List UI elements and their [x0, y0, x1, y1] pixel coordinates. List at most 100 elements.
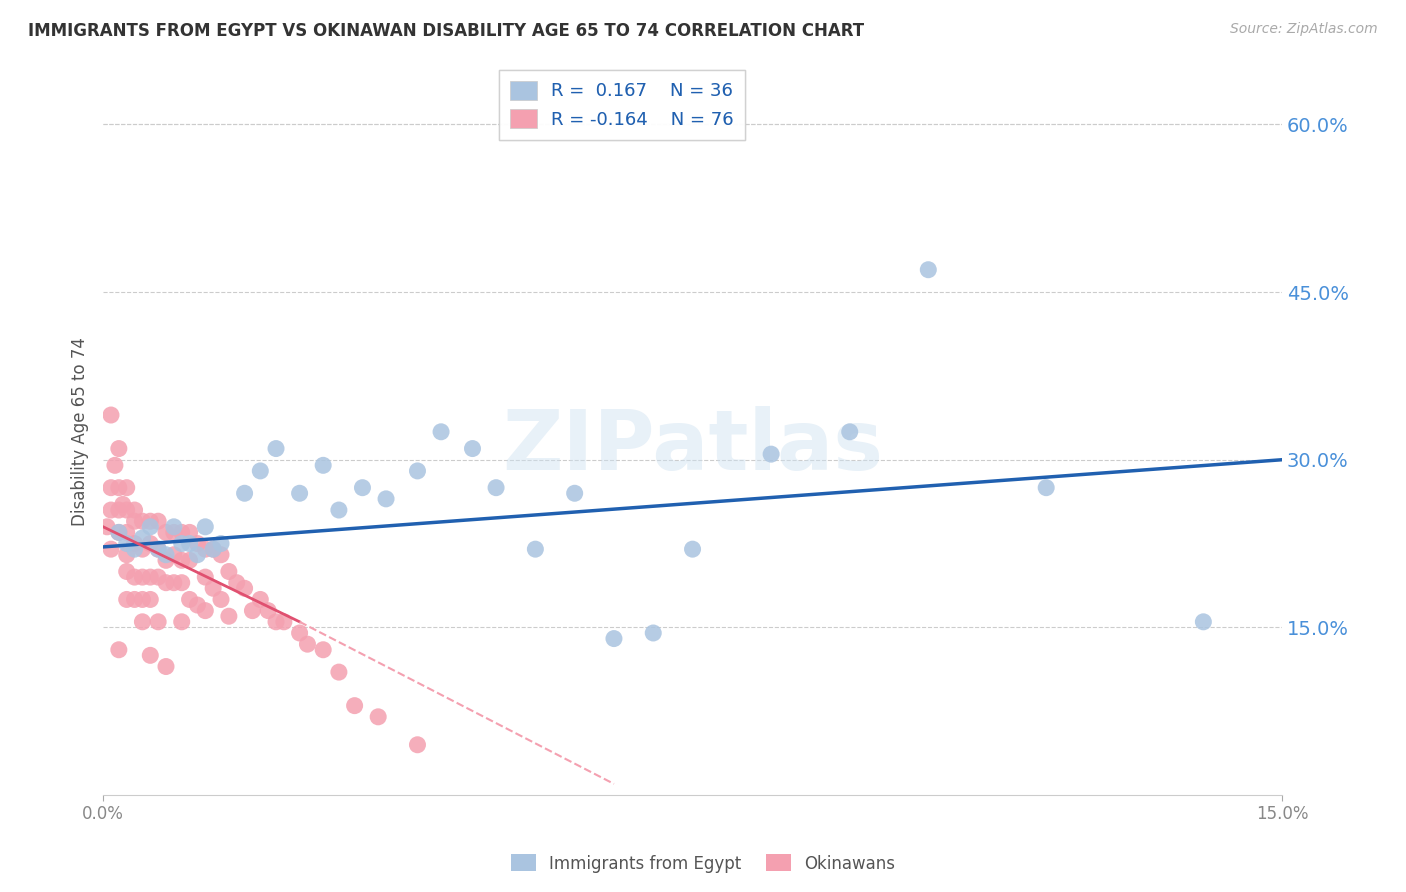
Point — [225, 575, 247, 590]
Point — [108, 442, 131, 456]
Point — [328, 503, 350, 517]
Point — [288, 626, 311, 640]
Point — [186, 536, 208, 550]
Legend: Immigrants from Egypt, Okinawans: Immigrants from Egypt, Okinawans — [503, 847, 903, 880]
Point — [170, 553, 193, 567]
Point — [643, 626, 665, 640]
Point — [139, 514, 162, 528]
Point — [146, 570, 169, 584]
Point — [264, 615, 287, 629]
Point — [170, 615, 193, 629]
Point — [273, 615, 295, 629]
Point — [115, 481, 138, 495]
Point — [430, 425, 453, 439]
Point — [1035, 481, 1057, 495]
Point — [218, 609, 240, 624]
Point — [146, 514, 169, 528]
Point — [146, 615, 169, 629]
Point — [108, 642, 131, 657]
Point — [163, 525, 186, 540]
Point — [155, 548, 177, 562]
Point — [124, 503, 146, 517]
Point — [209, 592, 232, 607]
Point — [115, 565, 138, 579]
Legend: R =  0.167    N = 36, R = -0.164    N = 76: R = 0.167 N = 36, R = -0.164 N = 76 — [499, 70, 745, 140]
Point — [838, 425, 860, 439]
Point — [249, 592, 271, 607]
Point — [186, 598, 208, 612]
Point — [124, 592, 146, 607]
Point — [179, 536, 201, 550]
Point — [124, 536, 146, 550]
Point — [100, 503, 122, 517]
Point — [131, 542, 153, 557]
Point — [682, 542, 704, 557]
Point — [264, 442, 287, 456]
Point — [155, 659, 177, 673]
Point — [257, 604, 280, 618]
Point — [194, 570, 217, 584]
Point — [917, 262, 939, 277]
Y-axis label: Disability Age 65 to 74: Disability Age 65 to 74 — [72, 337, 89, 526]
Point — [104, 458, 127, 473]
Point — [233, 582, 256, 596]
Point — [328, 665, 350, 679]
Point — [155, 525, 177, 540]
Point — [202, 542, 225, 557]
Point — [108, 503, 131, 517]
Point — [202, 582, 225, 596]
Point — [209, 548, 232, 562]
Point — [524, 542, 547, 557]
Point — [163, 575, 186, 590]
Point — [96, 520, 118, 534]
Point — [352, 481, 374, 495]
Point — [124, 542, 146, 557]
Point — [108, 481, 131, 495]
Point — [194, 604, 217, 618]
Point — [139, 592, 162, 607]
Point — [115, 503, 138, 517]
Point — [131, 570, 153, 584]
Point — [312, 458, 335, 473]
Point — [1192, 615, 1215, 629]
Point — [131, 514, 153, 528]
Point — [155, 553, 177, 567]
Point — [139, 648, 162, 663]
Point — [108, 525, 131, 540]
Point — [163, 548, 186, 562]
Point — [139, 570, 162, 584]
Point — [233, 486, 256, 500]
Point — [179, 525, 201, 540]
Point — [124, 514, 146, 528]
Point — [111, 498, 134, 512]
Point — [100, 408, 122, 422]
Point — [603, 632, 626, 646]
Point — [131, 592, 153, 607]
Point — [124, 570, 146, 584]
Point — [163, 520, 186, 534]
Point — [209, 536, 232, 550]
Point — [186, 548, 208, 562]
Point — [179, 592, 201, 607]
Point — [288, 486, 311, 500]
Point — [139, 520, 162, 534]
Point — [115, 548, 138, 562]
Point — [131, 531, 153, 545]
Point — [249, 464, 271, 478]
Point — [146, 542, 169, 557]
Text: ZIPatlas: ZIPatlas — [502, 406, 883, 487]
Point — [564, 486, 586, 500]
Point — [406, 738, 429, 752]
Text: IMMIGRANTS FROM EGYPT VS OKINAWAN DISABILITY AGE 65 TO 74 CORRELATION CHART: IMMIGRANTS FROM EGYPT VS OKINAWAN DISABI… — [28, 22, 865, 40]
Point — [100, 481, 122, 495]
Point — [218, 565, 240, 579]
Point — [406, 464, 429, 478]
Point — [194, 520, 217, 534]
Point — [170, 575, 193, 590]
Point — [312, 642, 335, 657]
Point — [461, 442, 484, 456]
Point — [100, 542, 122, 557]
Point — [179, 553, 201, 567]
Point — [155, 575, 177, 590]
Point — [367, 710, 389, 724]
